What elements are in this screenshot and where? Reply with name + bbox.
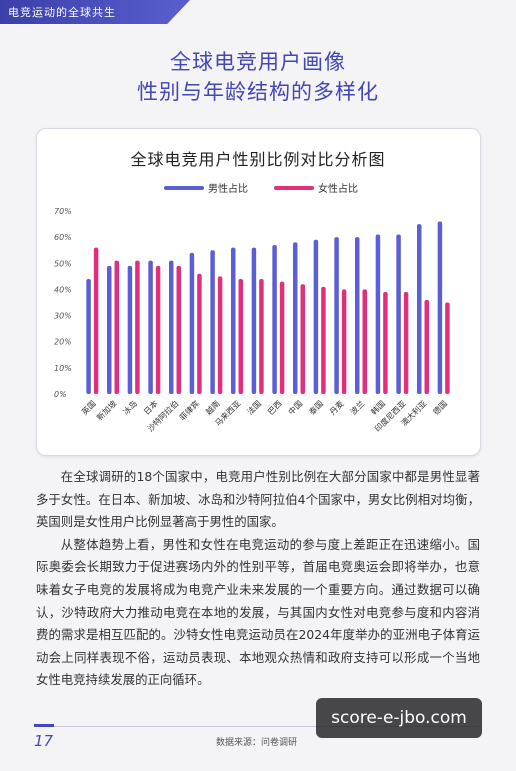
bar-male [231,247,236,394]
footer-accent-bar [34,724,54,727]
x-tick-label: 新加坡 [94,398,118,422]
bar-male [313,239,319,394]
bar-male [293,242,298,394]
bar-female [197,273,202,394]
page-title-line2: 性别与年龄结构的多样化 [137,80,379,104]
page-title-line1: 全球电竞用户画像 [170,50,346,74]
bar-female [238,278,243,394]
bar-female [424,299,429,394]
bar-male [251,247,257,394]
footer-divider [34,726,480,727]
x-tick-label: 越南 [203,398,221,416]
body-text: 在全球调研的18个国家中，电竞用户性别比例在大部分国家中都是男性显著多于女性。在… [36,466,480,692]
bar-male [169,260,174,394]
x-tick-label: 德国 [431,398,449,416]
bar-male [375,234,381,394]
body-paragraph-2: 从整体趋势上看，男性和女性在电竞运动的参与度上差距正在迅速缩小。国际奥委会长期致… [36,536,480,688]
bar-female [279,281,285,394]
bar-male [272,244,277,394]
page-number: 17 [34,732,54,750]
bar-male [417,224,422,394]
x-tick-label: 菲律宾 [177,398,201,422]
x-tick-label: 波兰 [348,398,366,416]
bar-male [396,234,401,394]
watermark-badge: score-e-jbo.com [316,698,482,738]
bar-female [341,289,347,394]
x-tick-label: 泰国 [307,398,325,416]
legend-label-female: 女性占比 [318,182,358,195]
bar-female [155,265,161,394]
x-tick-label: 韩国 [369,398,387,416]
y-tick-label: 20% [54,338,72,347]
bar-male [189,252,195,394]
bar-female [135,260,140,394]
body-paragraph-1: 在全球调研的18个国家中，电竞用户性别比例在大部分国家中都是男性显著多于女性。在… [36,469,480,530]
bar-male [148,260,153,394]
x-tick-label: 冰岛 [121,398,139,416]
bar-female [176,265,181,394]
bar-female [93,247,99,394]
y-tick-label: 30% [54,312,72,321]
chart-title: 全球电竞用户性别比例对比分析图 [130,150,386,169]
bar-female [403,292,409,394]
bar-female [114,260,119,394]
x-tick-label: 中国 [286,398,304,416]
header-tab: 电竞运动的全球共生 [0,0,190,24]
y-tick-label: 0% [54,390,67,399]
x-tick-label: 巴西 [266,399,284,417]
x-tick-label: 法国 [245,398,263,416]
header-tab-text: 电竞运动的全球共生 [8,6,116,19]
bar-female [217,276,223,394]
bar-female [362,289,367,394]
legend-label-male: 男性占比 [208,182,248,195]
y-tick-label: 70% [54,207,72,216]
y-tick-label: 40% [54,285,72,294]
bar-male [437,221,443,394]
x-tick-label: 英国 [79,398,97,416]
bar-female [300,284,305,394]
x-tick-label: 丹麦 [327,398,345,416]
x-tick-label: 日本 [141,398,159,416]
bar-male [86,278,91,394]
bar-female [259,278,264,394]
y-tick-label: 60% [54,233,72,242]
bar-male [355,237,360,394]
bar-male [334,237,339,394]
bar-male [127,265,133,394]
data-source-note: 数据来源：问卷调研 [216,738,298,748]
bar-female [383,292,388,394]
bar-female [321,286,326,394]
bar-female [445,302,450,394]
y-tick-label: 50% [54,259,72,268]
y-tick-label: 10% [54,364,72,373]
bar-male [107,265,112,394]
bar-male [210,250,215,394]
